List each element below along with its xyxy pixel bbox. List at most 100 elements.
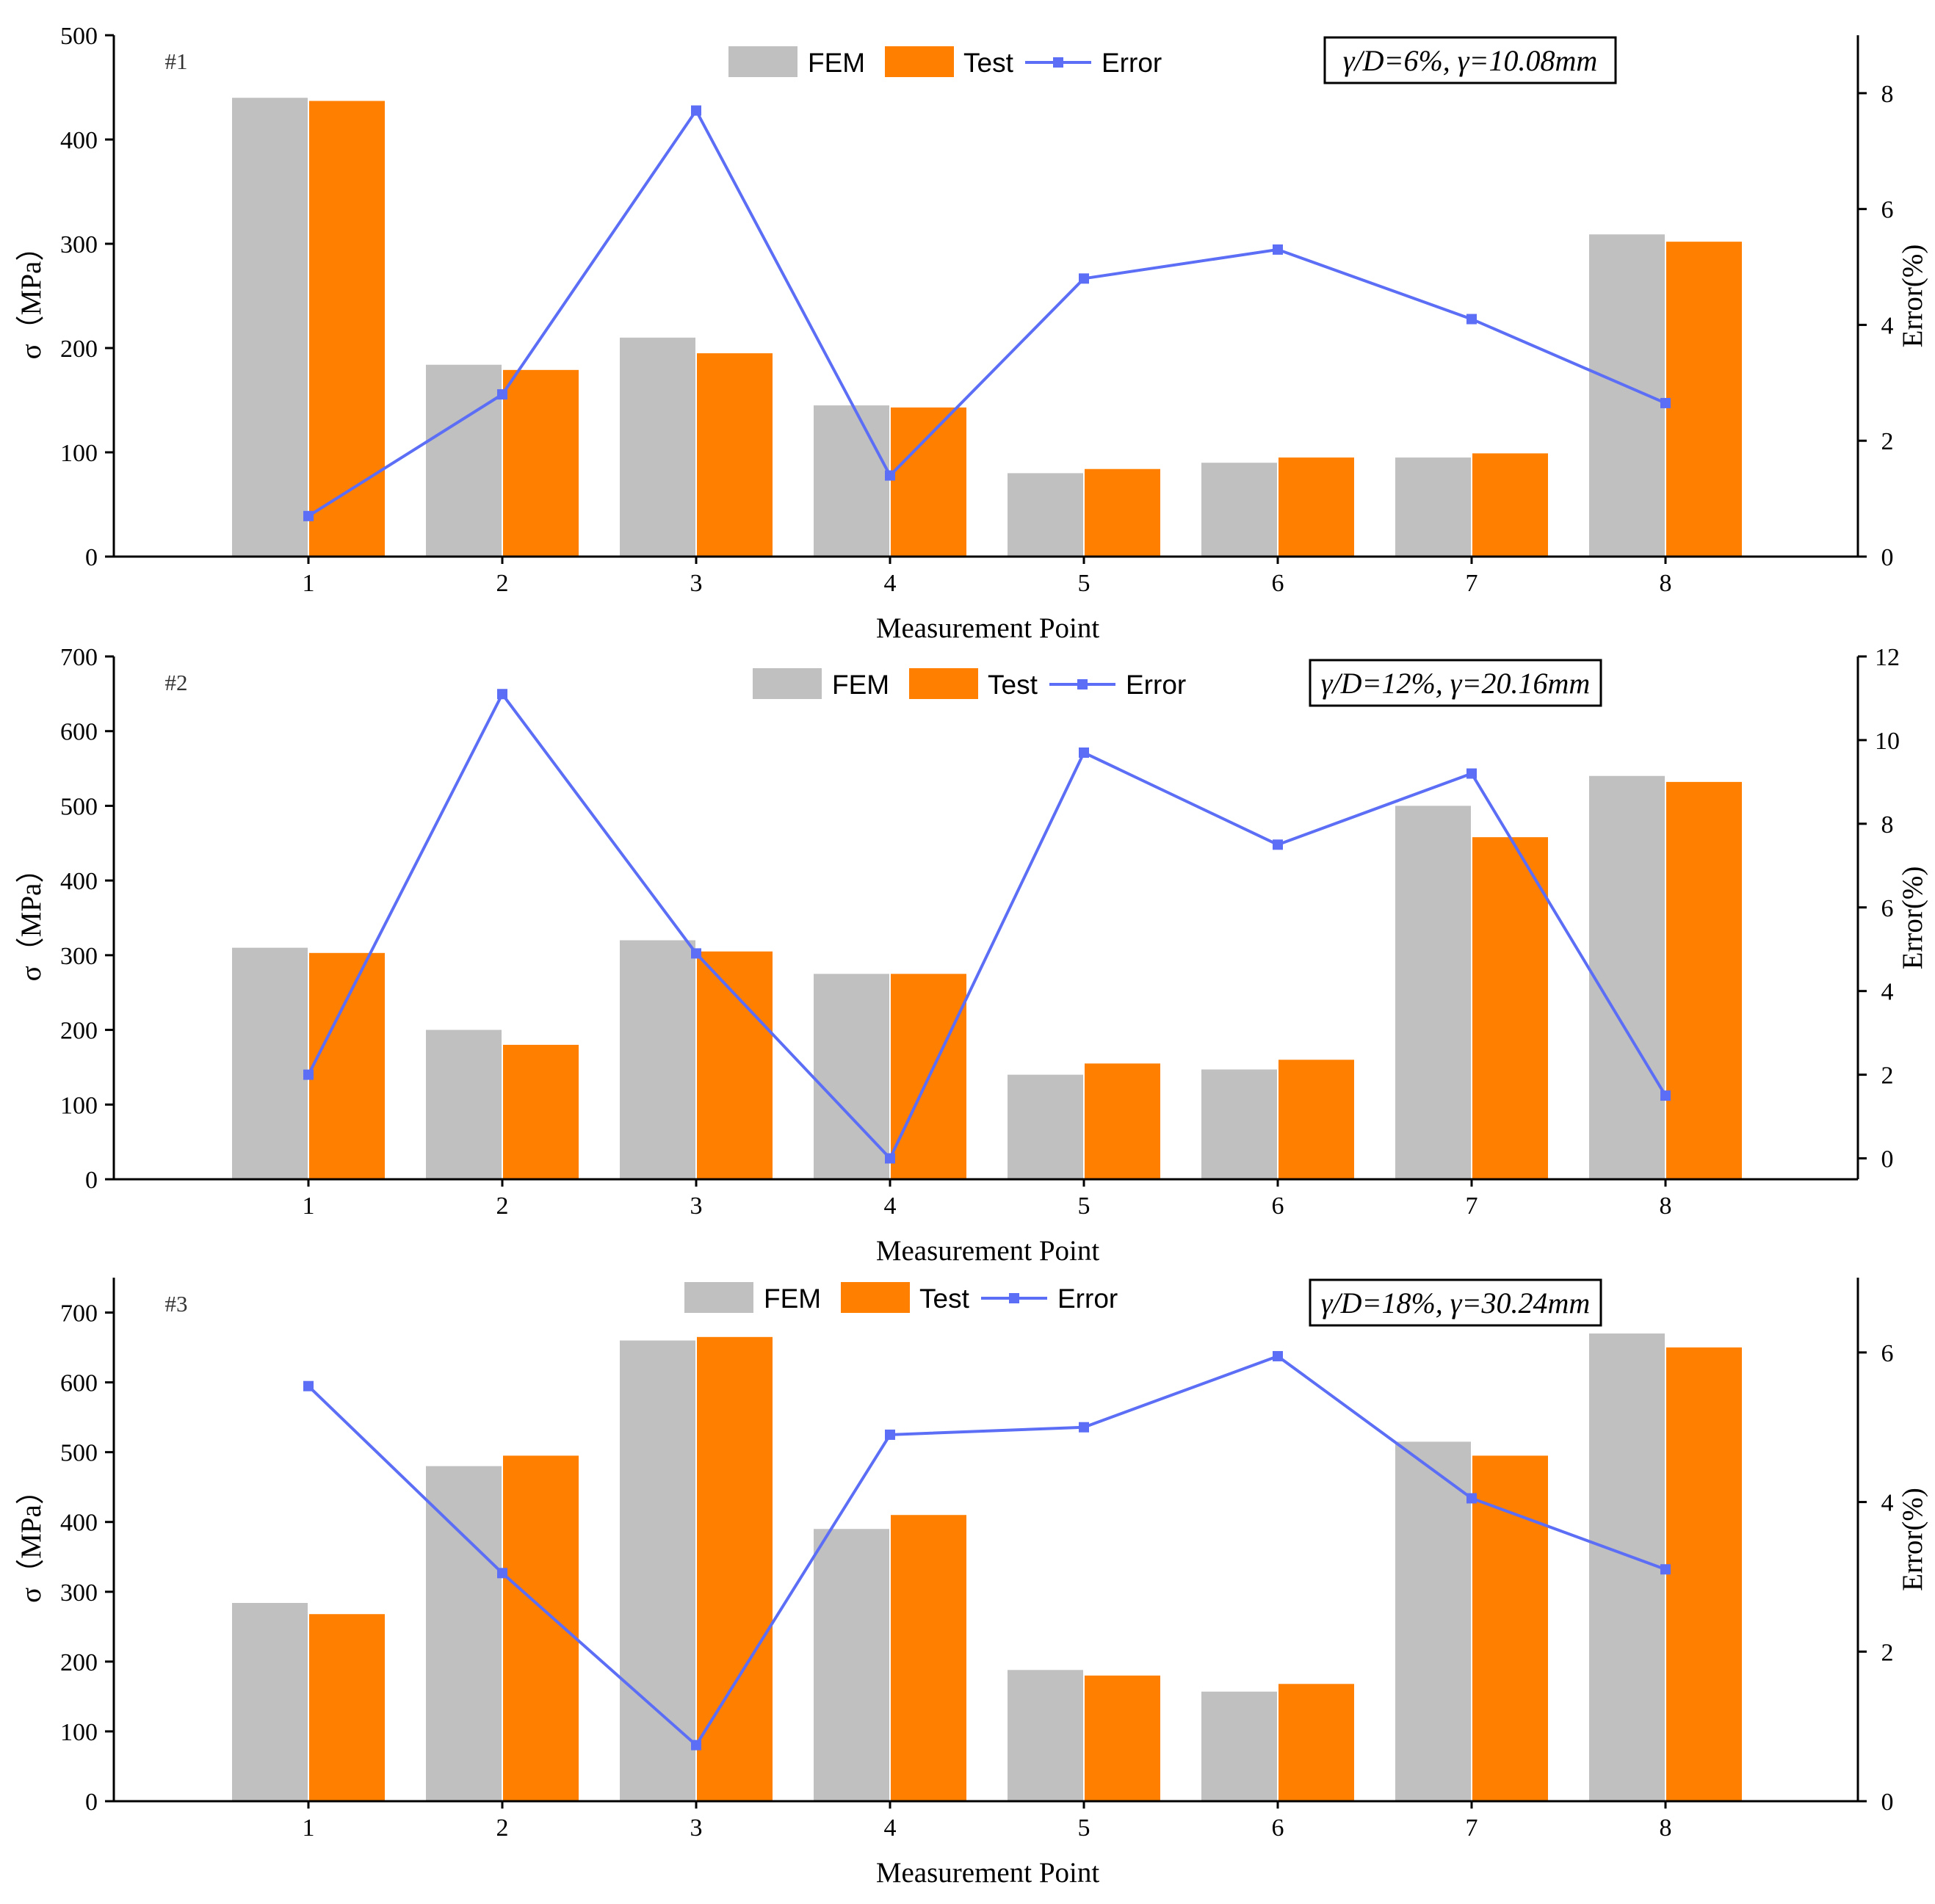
x-tick-label: 4	[884, 570, 897, 597]
fem-bar	[1395, 457, 1471, 557]
y-tick-label: 300	[60, 1579, 98, 1607]
fem-bar	[426, 1029, 502, 1179]
error-point	[303, 1069, 314, 1080]
legend-fem-swatch	[684, 1282, 753, 1313]
error-point	[691, 948, 701, 959]
test-bar	[309, 1614, 385, 1801]
fem-bar	[1201, 1069, 1277, 1179]
y2-tick-label: 12	[1875, 644, 1900, 671]
test-bar	[697, 353, 773, 557]
legend-fem-label: FEM	[764, 1284, 821, 1314]
error-point	[885, 1153, 895, 1164]
x-tick-label: 8	[1660, 1814, 1672, 1842]
annotation-box	[1323, 36, 1617, 84]
error-line	[307, 691, 1667, 1162]
test-bar	[1085, 1063, 1160, 1179]
test-bar	[891, 1515, 966, 1801]
x-tick-label: 1	[303, 570, 315, 597]
y-axis-label: σ（MPa）	[15, 855, 47, 982]
error-point	[303, 510, 314, 521]
y-axis-label: σ（MPa）	[15, 1476, 47, 1603]
x-tick-label: 6	[1272, 1192, 1284, 1220]
x-tick-label: 1	[303, 1814, 315, 1842]
test-bar	[1085, 468, 1160, 557]
fem-bar	[1201, 463, 1277, 557]
test-bar	[1472, 1455, 1548, 1801]
test-bar	[1666, 242, 1742, 557]
x-tick-label: 4	[884, 1814, 897, 1842]
y2-tick-label: 10	[1875, 728, 1900, 755]
fem-bar	[232, 947, 308, 1179]
fem-bar	[426, 364, 502, 557]
y-tick-label: 0	[85, 544, 98, 571]
x-tick-label: 2	[496, 1814, 509, 1842]
fem-bar	[426, 1466, 502, 1801]
error-point	[1660, 1090, 1671, 1101]
y-tick-label: 200	[60, 1018, 98, 1045]
test-bar	[1278, 457, 1354, 557]
legend-test-label: Test	[988, 670, 1038, 700]
fem-bar	[814, 1529, 889, 1801]
legend-error-marker	[1077, 679, 1088, 689]
test-bar	[309, 952, 385, 1179]
panel-label: #1	[165, 48, 188, 74]
legend-test-swatch	[885, 46, 954, 77]
x-tick-label: 1	[303, 1192, 315, 1220]
y-tick-label: 0	[85, 1789, 98, 1816]
y-tick-label: 100	[60, 1092, 98, 1119]
error-point	[497, 689, 507, 700]
error-point	[303, 1380, 314, 1391]
y2-tick-label: 4	[1881, 1490, 1894, 1517]
y2-tick-label: 6	[1881, 895, 1894, 922]
legend-error-label: Error	[1126, 670, 1186, 700]
fem-bar	[232, 98, 308, 557]
error-point	[691, 105, 701, 116]
y2-tick-label: 0	[1881, 1146, 1894, 1173]
y-tick-label: 0	[85, 1167, 98, 1194]
fem-bar	[1008, 1670, 1083, 1801]
annotation-box	[1309, 1278, 1602, 1327]
y2-axis-label: Error(%)	[1897, 1488, 1928, 1591]
legend-test-swatch	[841, 1282, 910, 1313]
test-bar	[891, 407, 966, 557]
x-tick-label: 5	[1078, 1814, 1091, 1842]
x-tick-label: 7	[1466, 570, 1478, 597]
chart-panel-1: 0 100 200 300 400 500 0 2 4 6 8 1 2 3 4 5 6 7 8 Measurement…	[15, 23, 1928, 644]
test-bar	[1472, 453, 1548, 557]
y-tick-label: 400	[60, 127, 98, 154]
error-line	[307, 1354, 1666, 1748]
fem-bar	[1008, 1074, 1083, 1179]
panel-label: #3	[165, 1291, 188, 1317]
x-tick-label: 8	[1660, 1192, 1672, 1220]
y-tick-label: 400	[60, 868, 98, 895]
x-tick-label: 5	[1078, 570, 1091, 597]
x-axis-label: Measurement Point	[876, 1235, 1100, 1267]
panel-label: #2	[165, 670, 188, 695]
legend-test-label: Test	[963, 48, 1014, 78]
error-point	[1660, 1564, 1671, 1575]
fem-bar	[814, 405, 889, 557]
fem-bar	[620, 337, 695, 557]
annotation-text: γ/D=18%, γ=30.24mm	[1321, 1286, 1591, 1320]
y-tick-label: 100	[60, 1719, 98, 1746]
y2-axis-label: Error(%)	[1897, 245, 1928, 348]
test-bar	[503, 1044, 579, 1179]
legend-fem-label: FEM	[808, 48, 865, 78]
legend-error-label: Error	[1057, 1284, 1118, 1314]
y-tick-label: 500	[60, 793, 98, 820]
y-tick-label: 500	[60, 23, 98, 50]
y-tick-label: 700	[60, 644, 98, 671]
y2-tick-label: 8	[1881, 81, 1894, 108]
x-tick-label: 8	[1660, 570, 1672, 597]
legend-test-label: Test	[919, 1284, 970, 1314]
fem-bar	[1589, 1333, 1665, 1801]
test-bar	[1085, 1675, 1160, 1801]
fem-bar	[620, 940, 695, 1179]
fem-bar	[1589, 234, 1665, 557]
fem-bar	[620, 1340, 695, 1801]
y2-tick-label: 6	[1881, 197, 1894, 224]
annotation-text: γ/D=6%, γ=10.08mm	[1343, 44, 1598, 77]
legend-error-label: Error	[1102, 48, 1162, 78]
error-point	[1466, 1493, 1477, 1504]
x-tick-label: 2	[496, 570, 509, 597]
